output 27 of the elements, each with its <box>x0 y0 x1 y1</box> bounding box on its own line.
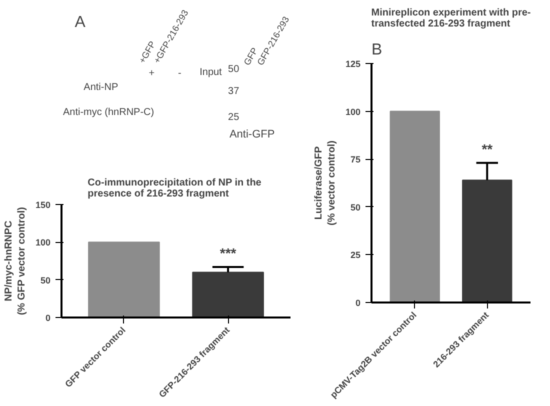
y-tick-label: 0 <box>45 313 51 323</box>
y-axis-title: Luciferase/GFP (% vector control) <box>313 140 338 226</box>
chart-title: Minireplicon experiment with pre- transfected 216-293 fragment <box>371 8 531 30</box>
text: 25 <box>228 112 240 123</box>
y-tick-label: 125 <box>345 59 361 69</box>
y-tick-label: 75 <box>350 154 361 165</box>
y-tick-label: 100 <box>345 106 361 117</box>
text: Anti-myc (hnRNP-C) <box>62 107 154 118</box>
y-axis-title: NP/myc-hnRNPC (% GFP vector control) <box>3 207 28 316</box>
text: + <box>148 68 155 79</box>
text: A <box>74 14 86 31</box>
text: Input <box>200 67 222 78</box>
chart-title: Co-immunoprecipitation of NP in the presence of 216-293 fragment <box>88 178 262 200</box>
text: 50 <box>228 64 240 75</box>
text: Anti-GFP <box>229 128 275 140</box>
text: 37 <box>228 86 240 97</box>
annotation: ** <box>482 140 494 157</box>
annotation: *** <box>220 245 237 262</box>
text: B <box>372 42 382 58</box>
y-tick-label: 50 <box>40 275 51 286</box>
text: - <box>178 68 182 79</box>
y-tick-label: 0 <box>355 298 361 308</box>
y-tick-label: 50 <box>350 202 361 212</box>
y-tick-label: 150 <box>35 200 51 210</box>
y-tick-label: 100 <box>35 238 51 248</box>
y-tick-label: 25 <box>350 250 361 260</box>
text: Anti-NP <box>84 82 118 93</box>
